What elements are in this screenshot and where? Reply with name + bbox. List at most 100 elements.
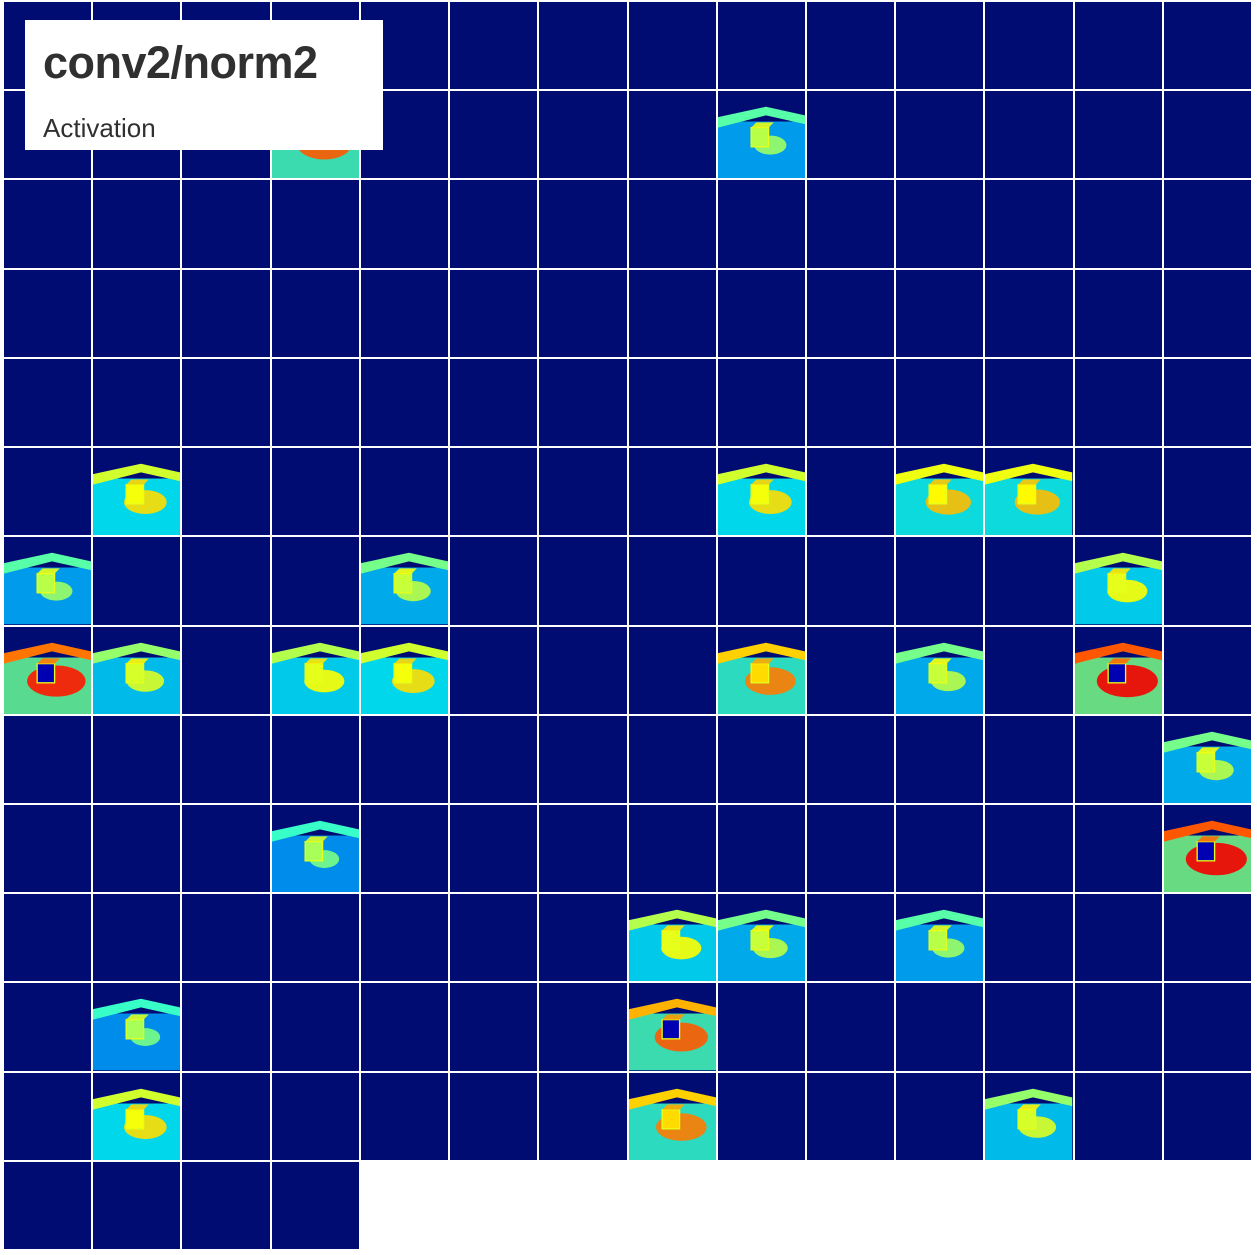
activation-tile[interactable] [93,715,181,803]
activation-tile[interactable] [4,626,92,714]
activation-tile[interactable] [360,180,449,268]
activation-tile[interactable] [360,269,449,357]
activation-tile[interactable] [450,2,538,90]
activation-tile[interactable] [806,983,895,1071]
activation-tile[interactable] [360,537,449,625]
activation-tile[interactable] [896,91,984,179]
activation-tile[interactable] [1074,537,1162,625]
activation-tile[interactable] [717,180,805,268]
activation-tile[interactable] [985,537,1073,625]
activation-tile[interactable] [539,537,627,625]
activation-tile[interactable] [93,180,181,268]
activation-tile[interactable] [1074,180,1162,268]
activation-tile[interactable] [985,269,1073,357]
activation-tile[interactable] [539,2,627,90]
activation-tile[interactable] [450,983,538,1071]
activation-tile[interactable] [717,358,805,447]
activation-tile[interactable] [985,626,1073,714]
activation-tile[interactable] [4,537,92,625]
activation-tile[interactable] [450,715,538,803]
activation-tile[interactable] [93,1072,181,1160]
activation-tile[interactable] [628,2,716,90]
activation-tile[interactable] [271,269,359,357]
activation-tile[interactable] [1163,358,1251,447]
activation-tile[interactable] [360,448,449,536]
activation-tile[interactable] [182,715,270,803]
activation-tile[interactable] [1074,715,1162,803]
activation-tile[interactable] [896,1072,984,1160]
activation-tile[interactable] [1074,448,1162,536]
activation-tile[interactable] [4,448,92,536]
activation-tile[interactable] [717,537,805,625]
activation-tile[interactable] [896,358,984,447]
activation-tile[interactable] [93,804,181,893]
activation-tile[interactable] [1163,180,1251,268]
activation-tile[interactable] [450,537,538,625]
activation-tile[interactable] [1074,2,1162,90]
activation-tile[interactable] [717,804,805,893]
activation-tile[interactable] [360,1072,449,1160]
activation-tile[interactable] [896,537,984,625]
activation-tile[interactable] [539,91,627,179]
activation-tile[interactable] [806,91,895,179]
activation-tile[interactable] [985,358,1073,447]
activation-tile[interactable] [360,983,449,1071]
activation-tile[interactable] [628,358,716,447]
activation-tile[interactable] [985,983,1073,1071]
activation-tile[interactable] [539,804,627,893]
activation-tile[interactable] [360,715,449,803]
activation-tile[interactable] [360,358,449,447]
activation-tile[interactable] [628,715,716,803]
activation-tile[interactable] [717,1072,805,1160]
activation-tile[interactable] [4,269,92,357]
activation-tile[interactable] [628,1072,716,1160]
activation-tile[interactable] [182,626,270,714]
activation-tile[interactable] [360,626,449,714]
activation-tile[interactable] [717,91,805,179]
activation-tile[interactable] [1163,91,1251,179]
activation-tile[interactable] [271,894,359,982]
activation-tile[interactable] [1163,1072,1251,1160]
activation-tile[interactable] [896,448,984,536]
activation-tile[interactable] [1163,448,1251,536]
activation-tile[interactable] [4,358,92,447]
activation-tile[interactable] [450,448,538,536]
activation-tile[interactable] [450,269,538,357]
activation-tile[interactable] [985,448,1073,536]
activation-tile[interactable] [539,715,627,803]
activation-tile[interactable] [1074,626,1162,714]
activation-tile[interactable] [1074,983,1162,1071]
activation-tile[interactable] [628,180,716,268]
activation-tile[interactable] [182,894,270,982]
activation-tile[interactable] [985,2,1073,90]
activation-tile[interactable] [896,715,984,803]
activation-tile[interactable] [182,180,270,268]
activation-tile[interactable] [182,1161,270,1249]
activation-tile[interactable] [806,715,895,803]
activation-tile[interactable] [182,537,270,625]
activation-tile[interactable] [628,626,716,714]
activation-tile[interactable] [1074,804,1162,893]
activation-tile[interactable] [806,2,895,90]
activation-tile[interactable] [360,804,449,893]
activation-tile[interactable] [806,894,895,982]
activation-tile[interactable] [4,1072,92,1160]
activation-tile[interactable] [806,448,895,536]
activation-tile[interactable] [628,894,716,982]
activation-tile[interactable] [717,626,805,714]
activation-tile[interactable] [93,269,181,357]
activation-tile[interactable] [1074,358,1162,447]
activation-tile[interactable] [450,804,538,893]
activation-tile[interactable] [93,1161,181,1249]
activation-tile[interactable] [717,269,805,357]
activation-tile[interactable] [539,269,627,357]
activation-tile[interactable] [450,91,538,179]
activation-tile[interactable] [628,91,716,179]
activation-tile[interactable] [985,804,1073,893]
activation-tile[interactable] [1163,983,1251,1071]
activation-tile[interactable] [896,269,984,357]
activation-tile[interactable] [450,180,538,268]
activation-tile[interactable] [896,180,984,268]
activation-tile[interactable] [4,1161,92,1249]
activation-tile[interactable] [1163,269,1251,357]
